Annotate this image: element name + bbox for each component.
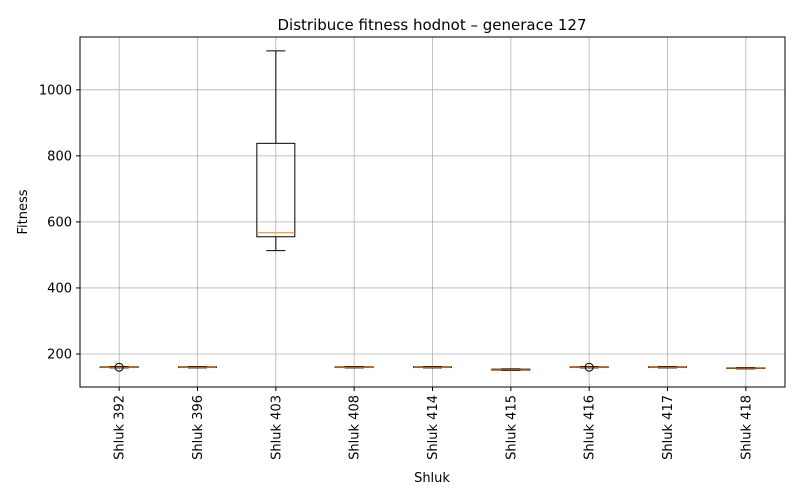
x-tick-label: Shluk 392 — [113, 395, 128, 460]
chart-title: Distribuce fitness hodnot – generace 127 — [277, 16, 586, 34]
box-group — [413, 366, 452, 369]
x-axis-ticks: Shluk 392 Shluk 396 Shluk 403 Shluk 408 Shlu… — [113, 387, 754, 460]
box-group — [256, 50, 296, 252]
outlier-point — [114, 362, 124, 372]
grid — [80, 37, 785, 387]
y-tick-label: 1000 — [39, 83, 72, 98]
x-tick-label: Shluk 417 — [661, 395, 676, 460]
box-group — [648, 366, 687, 369]
x-tick-label: Shluk 415 — [504, 395, 519, 460]
box-group — [99, 362, 139, 372]
x-tick-label: Shluk 414 — [426, 395, 441, 460]
x-tick-label: Shluk 418 — [739, 395, 754, 460]
x-tick-label: Shluk 403 — [269, 395, 284, 460]
x-tick-label: Shluk 408 — [348, 395, 363, 460]
y-tick-label: 800 — [47, 149, 72, 164]
y-tick-label: 400 — [47, 281, 72, 296]
box-group — [569, 362, 609, 372]
box-group — [491, 368, 531, 371]
box-group — [178, 366, 217, 369]
box-group — [334, 366, 374, 369]
boxes — [99, 50, 766, 372]
x-tick-label: Shluk 396 — [191, 395, 206, 460]
outlier-point — [584, 362, 594, 372]
x-axis-label: Shluk — [414, 471, 450, 486]
x-tick-label: Shluk 416 — [583, 395, 598, 460]
y-tick-label: 600 — [47, 215, 72, 230]
y-axis-ticks: 200 400 600 800 1000 — [39, 83, 80, 362]
y-axis-label: Fitness — [16, 189, 31, 234]
box-iqr — [256, 142, 296, 238]
box-group — [726, 367, 766, 370]
y-tick-label: 200 — [47, 347, 72, 362]
